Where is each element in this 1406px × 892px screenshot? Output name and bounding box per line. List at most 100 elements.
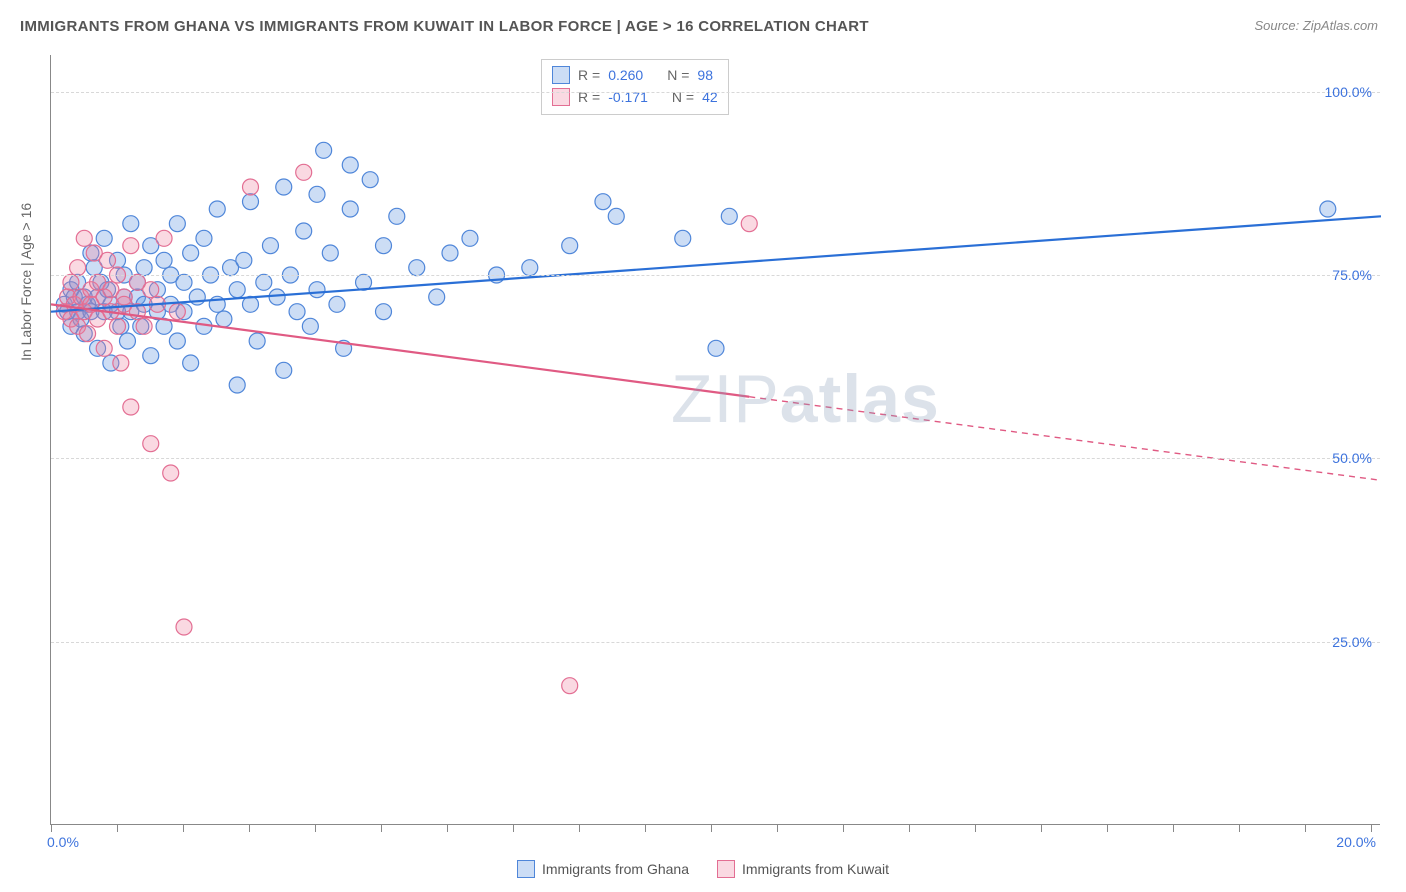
data-point	[389, 208, 405, 224]
x-tick	[381, 824, 382, 832]
data-point	[296, 164, 312, 180]
data-point	[76, 230, 92, 246]
x-tick	[711, 824, 712, 832]
correlation-row-ghana: R = 0.260 N = 98	[552, 64, 718, 86]
x-tick	[513, 824, 514, 832]
data-point	[562, 238, 578, 254]
data-point	[183, 355, 199, 371]
x-tick	[1239, 824, 1240, 832]
data-point	[329, 296, 345, 312]
data-point	[209, 201, 225, 217]
data-point	[136, 318, 152, 334]
data-point	[156, 252, 172, 268]
correlation-legend: R = 0.260 N = 98 R = -0.171 N = 42	[541, 59, 729, 115]
data-point	[342, 157, 358, 173]
data-point	[243, 194, 259, 210]
data-point	[741, 216, 757, 232]
x-tick	[315, 824, 316, 832]
data-point	[296, 223, 312, 239]
correlation-row-kuwait: R = -0.171 N = 42	[552, 86, 718, 108]
swatch-ghana	[552, 66, 570, 84]
data-point	[100, 252, 116, 268]
y-tick-label: 100.0%	[1325, 84, 1372, 100]
y-tick-label: 50.0%	[1332, 450, 1372, 466]
data-point	[176, 619, 192, 635]
x-tick	[1371, 824, 1372, 832]
r-value-ghana: 0.260	[608, 67, 643, 83]
x-tick	[975, 824, 976, 832]
x-tick	[1041, 824, 1042, 832]
data-point	[276, 179, 292, 195]
n-label: N =	[667, 67, 689, 83]
data-point	[262, 238, 278, 254]
x-tick	[249, 824, 250, 832]
data-point	[309, 282, 325, 298]
data-point	[316, 142, 332, 158]
data-point	[429, 289, 445, 305]
data-point	[562, 678, 578, 694]
legend-item-ghana: Immigrants from Ghana	[517, 860, 689, 878]
data-point	[442, 245, 458, 261]
legend-label-ghana: Immigrants from Ghana	[542, 861, 689, 877]
x-tick	[1107, 824, 1108, 832]
legend-item-kuwait: Immigrants from Kuwait	[717, 860, 889, 878]
data-point	[123, 238, 139, 254]
data-point	[216, 311, 232, 327]
data-point	[123, 399, 139, 415]
r-label: R =	[578, 67, 600, 83]
x-tick	[1305, 824, 1306, 832]
data-point	[708, 340, 724, 356]
x-tick	[579, 824, 580, 832]
data-point	[229, 377, 245, 393]
data-point	[276, 362, 292, 378]
gridline-h	[51, 458, 1380, 459]
data-point	[269, 289, 285, 305]
data-point	[169, 216, 185, 232]
y-tick-label: 25.0%	[1332, 634, 1372, 650]
data-point	[289, 304, 305, 320]
data-point	[243, 179, 259, 195]
x-tick	[51, 824, 52, 832]
data-point	[63, 274, 79, 290]
data-point	[229, 282, 245, 298]
source-attribution: Source: ZipAtlas.com	[1254, 18, 1378, 33]
data-point	[136, 260, 152, 276]
data-point	[143, 282, 159, 298]
data-point	[123, 216, 139, 232]
legend-label-kuwait: Immigrants from Kuwait	[742, 861, 889, 877]
x-tick	[183, 824, 184, 832]
data-point	[522, 260, 538, 276]
data-point	[70, 260, 86, 276]
x-axis-max-label: 20.0%	[1336, 834, 1376, 850]
x-tick	[909, 824, 910, 832]
data-point	[163, 465, 179, 481]
data-point	[169, 304, 185, 320]
data-point	[462, 230, 478, 246]
y-tick-label: 75.0%	[1332, 267, 1372, 283]
gridline-h	[51, 642, 1380, 643]
data-point	[409, 260, 425, 276]
data-point	[119, 333, 135, 349]
data-point	[80, 326, 96, 342]
data-point	[236, 252, 252, 268]
data-point	[309, 186, 325, 202]
x-tick	[843, 824, 844, 832]
data-point	[156, 230, 172, 246]
data-point	[113, 355, 129, 371]
gridline-h	[51, 275, 1380, 276]
data-point	[249, 333, 265, 349]
data-point	[362, 172, 378, 188]
n-value-ghana: 98	[697, 67, 713, 83]
data-point	[169, 333, 185, 349]
data-point	[675, 230, 691, 246]
data-point	[322, 245, 338, 261]
trend-line-extension	[749, 397, 1381, 481]
data-point	[196, 230, 212, 246]
data-point	[376, 238, 392, 254]
gridline-h	[51, 92, 1380, 93]
x-tick	[777, 824, 778, 832]
series-legend: Immigrants from Ghana Immigrants from Ku…	[0, 860, 1406, 878]
data-point	[1320, 201, 1336, 217]
data-point	[110, 318, 126, 334]
swatch-kuwait	[717, 860, 735, 878]
